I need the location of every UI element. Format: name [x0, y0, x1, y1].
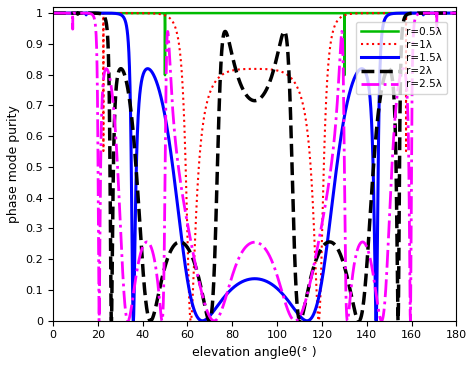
Legend: r=0.5λ, r=1λ, r=1.5λ, r=2λ, r=2.5λ: r=0.5λ, r=1λ, r=1.5λ, r=2λ, r=2.5λ: [356, 22, 447, 94]
r=0.5λ: [294, 11, 300, 15]
r=2λ: [454, 11, 459, 15]
r=2.5λ: [50, 11, 56, 15]
r=1.5λ: [137, 94, 142, 99]
r=2.5λ: [416, 12, 421, 16]
r=2λ: [50, 11, 56, 15]
Line: r=2.5λ: r=2.5λ: [53, 13, 456, 321]
r=2.5λ: [294, 318, 300, 322]
r=1.5λ: [50, 11, 56, 15]
r=1λ: [294, 85, 300, 89]
r=0.5λ: [454, 11, 459, 15]
r=2.5λ: [50, 11, 56, 15]
r=1.5λ: [163, 118, 169, 123]
r=1.5λ: [294, 311, 300, 315]
r=0.5λ: [416, 11, 421, 15]
r=2λ: [50, 11, 56, 15]
r=2λ: [454, 11, 459, 15]
r=1λ: [188, 318, 193, 323]
X-axis label: elevation angleθ(° ): elevation angleθ(° ): [192, 346, 317, 359]
r=1λ: [416, 11, 421, 15]
Line: r=2λ: r=2λ: [53, 13, 456, 321]
r=0.5λ: [301, 11, 307, 15]
r=2λ: [163, 261, 169, 266]
r=0.5λ: [137, 11, 142, 15]
r=1.5λ: [301, 318, 307, 322]
r=2λ: [301, 306, 307, 310]
r=0.5λ: [163, 11, 169, 15]
r=1.5λ: [454, 11, 459, 15]
r=0.5λ: [50, 11, 56, 15]
r=2.5λ: [301, 303, 307, 308]
r=0.5λ: [454, 11, 459, 15]
r=1.5λ: [416, 11, 421, 15]
r=1.5λ: [50, 11, 56, 15]
Line: r=1.5λ: r=1.5λ: [53, 13, 456, 321]
r=1λ: [301, 108, 307, 113]
r=1.5λ: [454, 11, 459, 15]
Line: r=1λ: r=1λ: [53, 13, 456, 321]
r=1λ: [50, 11, 56, 15]
r=1λ: [163, 14, 169, 18]
r=1.5λ: [200, 318, 205, 323]
r=1λ: [454, 11, 459, 15]
r=2λ: [109, 318, 114, 323]
Y-axis label: phase mode purity: phase mode purity: [7, 105, 20, 223]
r=2.5λ: [454, 11, 459, 15]
Line: r=0.5λ: r=0.5λ: [53, 13, 456, 75]
r=0.5λ: [342, 73, 347, 77]
r=2.5λ: [137, 255, 142, 260]
r=1λ: [454, 11, 459, 15]
r=2.5λ: [211, 318, 217, 323]
r=1λ: [137, 11, 142, 15]
r=1λ: [50, 11, 56, 15]
r=2.5λ: [454, 11, 459, 15]
r=2λ: [137, 219, 143, 223]
r=2λ: [416, 11, 421, 15]
r=2λ: [294, 304, 300, 308]
r=2.5λ: [163, 104, 169, 109]
r=0.5λ: [50, 11, 56, 15]
